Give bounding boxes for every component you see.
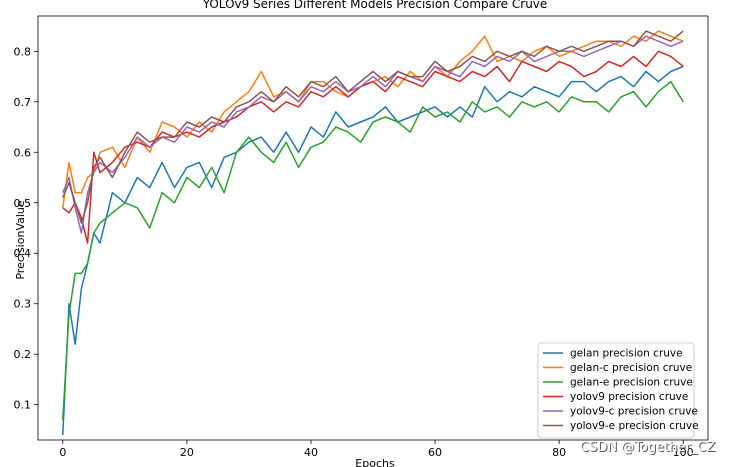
x-axis-ticks: 0 20 40 60 80 100 bbox=[59, 440, 694, 459]
y-tick-label: 0.1 bbox=[14, 399, 32, 412]
series-line-1 bbox=[62, 65, 684, 436]
y-tick-label: 0.8 bbox=[14, 45, 32, 58]
watermark: CSDN @Together_CZ bbox=[580, 440, 715, 455]
x-tick-label: 0 bbox=[59, 446, 66, 459]
legend-label-5: yolov9-c precision cruve bbox=[570, 406, 698, 418]
watermark-shadow: CSDN @Together_CZ bbox=[581, 441, 716, 456]
series-line-2 bbox=[62, 30, 684, 208]
series-line-4 bbox=[62, 50, 684, 244]
x-tick-label: 40 bbox=[304, 446, 318, 459]
legend: gelan precision cruve gelan-c precision c… bbox=[537, 342, 699, 439]
legend-label-3: gelan-e precision cruve bbox=[570, 377, 693, 389]
legend-label-1: gelan precision cruve bbox=[570, 348, 683, 360]
legend-label-4: yolov9 precision cruve bbox=[570, 391, 688, 403]
y-tick-label: 0.6 bbox=[14, 146, 32, 159]
y-tick-label: 0.5 bbox=[14, 197, 32, 210]
series-line-3 bbox=[62, 80, 684, 420]
series-line-5 bbox=[62, 35, 684, 234]
y-axis-title: PrecisionValue bbox=[14, 200, 27, 280]
x-tick-label: 80 bbox=[552, 446, 566, 459]
y-tick-label: 0.2 bbox=[14, 348, 32, 361]
x-tick-label: 20 bbox=[180, 446, 194, 459]
y-tick-label: 0.3 bbox=[14, 298, 32, 311]
y-tick-label: 0.7 bbox=[14, 96, 32, 109]
x-axis-title: Epochs bbox=[355, 457, 395, 467]
x-tick-label: 60 bbox=[428, 446, 442, 459]
plot-area bbox=[37, 15, 709, 441]
legend-box bbox=[537, 342, 695, 439]
legend-label-6: yolov9-e precision cruve bbox=[570, 420, 699, 432]
y-axis-ticks: 0.1 0.2 0.3 0.4 0.5 0.6 0.7 0.8 bbox=[14, 45, 38, 412]
legend-label-2: gelan-c precision cruve bbox=[570, 362, 692, 374]
x-tick-label: 100 bbox=[673, 446, 694, 459]
y-tick-label: 0.4 bbox=[14, 247, 32, 260]
chart-title: YOLOv9 Series Different Models Precision… bbox=[202, 0, 548, 11]
axes-frame bbox=[37, 15, 709, 441]
series-line-6 bbox=[62, 30, 684, 224]
